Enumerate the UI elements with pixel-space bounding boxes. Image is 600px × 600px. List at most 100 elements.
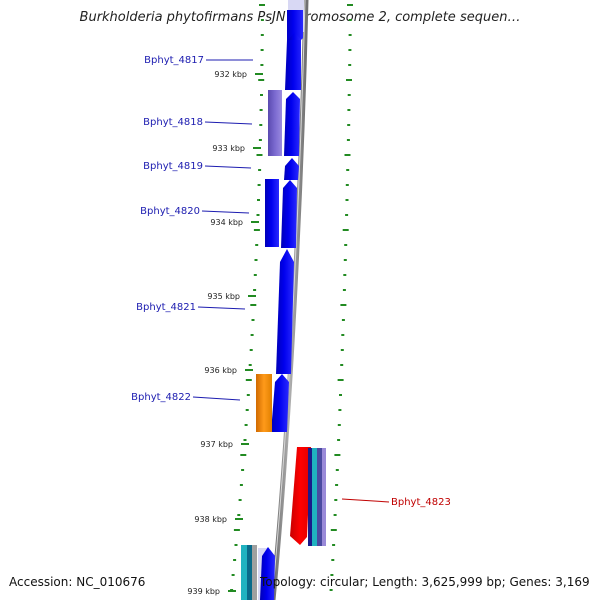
minor-tick	[342, 229, 349, 231]
minor-tick	[234, 544, 238, 546]
kbp-label: 932 kbp	[214, 70, 247, 79]
minor-tick	[330, 574, 334, 576]
kbp-tick: 938 kbp	[194, 515, 243, 524]
gene-label[interactable]: Bphyt_4819	[143, 161, 203, 172]
minor-tick	[254, 259, 258, 261]
minor-tick	[244, 424, 248, 426]
cds-arrow-forward	[260, 547, 275, 600]
kbp-tick: 936 kbp	[204, 366, 253, 375]
minor-tick	[348, 64, 352, 66]
cds-block	[241, 545, 247, 600]
kbp-tick: 937 kbp	[200, 440, 249, 449]
kbp-label: 936 kbp	[204, 366, 237, 375]
minor-tick	[340, 349, 344, 351]
minor-tick	[237, 514, 241, 516]
minor-tick	[342, 289, 346, 291]
cds-arrow-forward	[288, 32, 301, 40]
cds-block	[317, 448, 322, 546]
minor-tick	[330, 529, 337, 531]
minor-tick	[245, 409, 249, 411]
minor-tick	[343, 274, 347, 276]
gene-label-group[interactable]: Bphyt_4820	[140, 206, 250, 217]
minor-tick	[241, 469, 245, 471]
minor-tick	[340, 364, 344, 366]
minor-tick	[347, 94, 351, 96]
gene-label-group[interactable]: Bphyt_4819	[143, 161, 252, 172]
minor-tick	[338, 409, 342, 411]
minor-tick	[260, 34, 264, 36]
minor-tick	[257, 199, 260, 201]
minor-tick	[347, 4, 353, 6]
minor-tick	[251, 319, 255, 321]
backbone-arc	[270, 0, 309, 600]
minor-tick	[334, 499, 338, 501]
minor-tick	[347, 109, 351, 111]
tick-marks	[230, 4, 353, 591]
minor-tick	[233, 529, 240, 531]
minor-tick	[337, 439, 341, 441]
minor-tick	[260, 64, 264, 66]
minor-tick	[337, 379, 344, 381]
minor-tick	[259, 124, 263, 126]
minor-tick	[332, 544, 336, 546]
minor-tick	[339, 394, 342, 396]
minor-tick	[344, 154, 351, 156]
cds-arrow-forward	[271, 374, 289, 432]
minor-tick	[260, 19, 264, 21]
minor-tick	[240, 454, 247, 456]
minor-tick	[233, 559, 237, 561]
kbp-tick: 934 kbp	[210, 218, 259, 227]
gene-label-group[interactable]: Bphyt_4822	[131, 392, 241, 403]
minor-tick	[329, 589, 333, 591]
minor-tick	[334, 454, 341, 456]
minor-tick	[345, 199, 349, 201]
minor-tick	[340, 304, 347, 306]
minor-tick	[243, 439, 247, 441]
minor-tick	[238, 499, 242, 501]
minor-tick	[343, 259, 347, 261]
cds-arrow-forward	[285, 10, 303, 90]
gene-label[interactable]: Bphyt_4823	[391, 497, 451, 508]
minor-tick	[258, 79, 265, 81]
minor-tick	[257, 184, 261, 186]
gene-label[interactable]: Bphyt_4820	[140, 206, 200, 217]
minor-tick	[260, 94, 263, 96]
minor-tick	[231, 574, 235, 576]
gene-label-group[interactable]: Bphyt_4823	[341, 497, 451, 508]
minor-tick	[333, 514, 337, 516]
minor-tick	[253, 229, 260, 231]
minor-tick	[335, 484, 339, 486]
minor-tick	[258, 169, 262, 171]
minor-tick	[253, 289, 257, 291]
cds-block	[265, 179, 279, 247]
minor-tick	[249, 349, 253, 351]
kbp-label: 939 kbp	[187, 587, 220, 596]
minor-tick	[245, 379, 252, 381]
minor-tick	[337, 424, 341, 426]
kbp-tick: 932 kbp	[214, 70, 263, 79]
cds-arrow-forward	[284, 92, 300, 156]
gene-label-group[interactable]: Bphyt_4821	[136, 302, 246, 313]
gene-label-group[interactable]: Bphyt_4817	[144, 55, 253, 66]
gene-label[interactable]: Bphyt_4821	[136, 302, 196, 313]
minor-tick	[256, 214, 260, 216]
minor-tick	[248, 364, 252, 366]
cds-block	[247, 545, 252, 600]
minor-tick	[258, 139, 262, 141]
minor-tick	[250, 304, 257, 306]
kbp-label: 937 kbp	[200, 440, 233, 449]
gene-label[interactable]: Bphyt_4817	[144, 55, 204, 66]
minor-tick	[250, 334, 254, 336]
minor-tick	[335, 469, 339, 471]
minor-tick	[347, 124, 351, 126]
gene-label[interactable]: Bphyt_4818	[143, 117, 203, 128]
cds-block	[256, 374, 272, 432]
gene-label-group[interactable]: Bphyt_4818	[143, 117, 253, 128]
cds-block	[312, 448, 317, 546]
minor-tick	[256, 154, 263, 156]
gene-label[interactable]: Bphyt_4822	[131, 392, 191, 403]
topology-text: Topology: circular; Length: 3,625,999 bp…	[260, 575, 590, 589]
backbone-arc-highlight	[271, 0, 306, 600]
minor-tick	[239, 484, 243, 486]
